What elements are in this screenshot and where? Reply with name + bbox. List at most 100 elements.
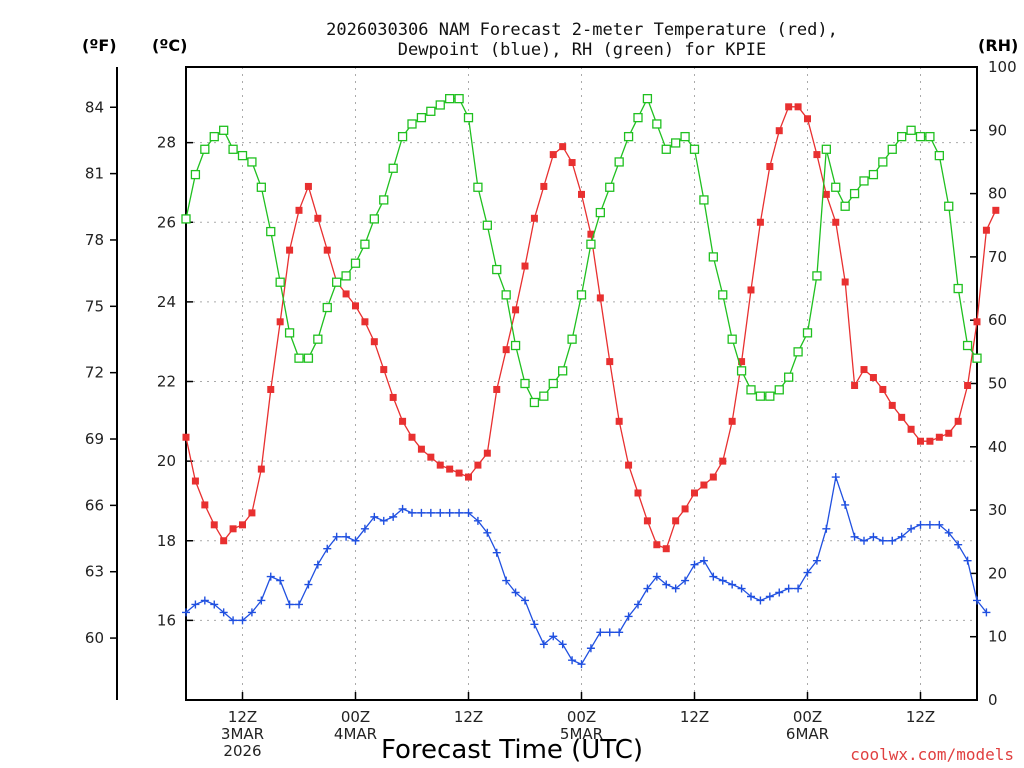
point-s2-h14 <box>313 334 323 344</box>
point-s2-h75 <box>887 144 897 154</box>
point-s0-h18 <box>352 302 359 310</box>
point-s1-h19 <box>360 524 369 533</box>
point-s2-h65 <box>793 347 803 357</box>
point-s2-h45 <box>605 182 615 192</box>
point-s1-h27 <box>436 508 445 517</box>
point-s0-h66 <box>804 115 811 123</box>
point-s0-h57 <box>719 457 727 465</box>
point-s1-h53 <box>681 576 690 585</box>
point-s1-h40 <box>558 640 567 649</box>
fahrenheit-tick-label-75: 75 <box>85 297 104 315</box>
point-s2-h11 <box>284 328 295 338</box>
point-s2-h18 <box>350 258 361 268</box>
point-s2-h16 <box>332 277 342 287</box>
point-s2-h72 <box>859 176 869 186</box>
celsius-tick-label-18: 18 <box>157 532 176 550</box>
point-s0-h71 <box>851 381 859 389</box>
point-s0-h15 <box>323 246 331 254</box>
point-s0-h39 <box>549 151 557 159</box>
point-s0-h55 <box>700 481 708 489</box>
point-s1-h15 <box>323 544 332 553</box>
point-s1-h17 <box>342 532 351 541</box>
point-s0-h51 <box>662 545 670 553</box>
point-s1-h84 <box>973 596 981 605</box>
point-s0-h12 <box>295 206 303 214</box>
point-s1-h26 <box>426 508 435 517</box>
point-s2-h8 <box>256 182 266 192</box>
point-s0-h48 <box>634 489 642 497</box>
point-s1-h69 <box>831 473 840 482</box>
point-s1-h83 <box>963 556 972 565</box>
fahrenheit-axis-unit: (ºF) <box>82 36 117 55</box>
point-s1-h31 <box>473 516 482 525</box>
point-s2-h59 <box>736 366 747 376</box>
point-s1-h2 <box>200 596 209 605</box>
point-s2-h58 <box>727 334 737 344</box>
point-s1-h41 <box>568 656 577 665</box>
point-s0-h65 <box>794 103 802 111</box>
point-s2-h26 <box>426 106 436 116</box>
point-s0-h73 <box>869 374 877 382</box>
rh-tick-label-40: 40 <box>988 438 1007 456</box>
axes <box>116 66 978 701</box>
point-s2-h32 <box>482 220 492 230</box>
point-s1-h39 <box>549 632 558 641</box>
point-s1-h29 <box>455 508 464 517</box>
point-s2-h49 <box>642 94 653 104</box>
series-2 <box>181 94 982 408</box>
point-s2-h43 <box>586 239 596 249</box>
point-s2-h29 <box>454 94 464 104</box>
point-s0-h5 <box>229 525 237 533</box>
point-s2-h22 <box>388 163 398 173</box>
point-s2-h56 <box>708 252 718 262</box>
point-s2-h76 <box>897 131 907 142</box>
point-s2-h21 <box>379 195 389 205</box>
point-s0-h0 <box>182 433 190 441</box>
point-s1-h80 <box>935 520 944 529</box>
point-s0-h6 <box>239 521 246 529</box>
point-s0-h25 <box>417 445 425 453</box>
point-s2-h78 <box>915 131 926 142</box>
rh-tick-label-20: 20 <box>988 564 1007 582</box>
point-s2-h5 <box>228 144 238 154</box>
time-tick-label-42-1: 5MAR <box>560 725 603 743</box>
time-tick-label-42-0: 00Z <box>567 708 596 726</box>
point-s2-h46 <box>614 157 624 167</box>
point-s2-h55 <box>699 195 709 205</box>
point-s1-h12 <box>295 600 303 609</box>
point-s1-h49 <box>643 584 652 593</box>
point-s0-h68 <box>822 190 830 198</box>
point-s2-h0 <box>181 214 191 224</box>
point-s1-h55 <box>699 556 708 565</box>
point-s2-h62 <box>765 391 775 401</box>
point-s1-h3 <box>210 600 219 609</box>
point-s2-h15 <box>322 302 332 313</box>
fahrenheit-tick-label-78: 78 <box>85 231 104 249</box>
point-s1-h47 <box>624 612 633 621</box>
point-s0-h3 <box>210 521 218 529</box>
point-s2-h61 <box>755 391 766 401</box>
celsius-axis-unit: (ºC) <box>152 36 187 55</box>
point-s2-h67 <box>812 271 822 281</box>
point-s1-h56 <box>709 572 718 581</box>
point-s0-h13 <box>304 182 312 190</box>
point-s2-h38 <box>539 391 549 401</box>
point-s0-h45 <box>606 358 614 366</box>
point-s0-h47 <box>625 461 633 469</box>
point-s2-h4 <box>219 125 229 135</box>
point-s2-h63 <box>774 385 784 395</box>
point-s0-h10 <box>276 318 284 326</box>
point-s1-h77 <box>907 524 916 533</box>
point-s1-h32 <box>483 528 492 537</box>
point-s0-h36 <box>521 262 529 270</box>
point-s1-h78 <box>916 520 925 529</box>
time-tick-label-66-1: 6MAR <box>786 725 829 743</box>
point-s1-h74 <box>878 536 887 545</box>
point-s2-h20 <box>369 214 379 224</box>
point-s0-h86 <box>992 206 1000 214</box>
point-s2-h2 <box>200 144 210 154</box>
point-s1-h43 <box>586 644 595 653</box>
point-s0-h24 <box>408 433 416 441</box>
point-s0-h52 <box>672 517 680 525</box>
point-s0-h34 <box>502 346 510 354</box>
